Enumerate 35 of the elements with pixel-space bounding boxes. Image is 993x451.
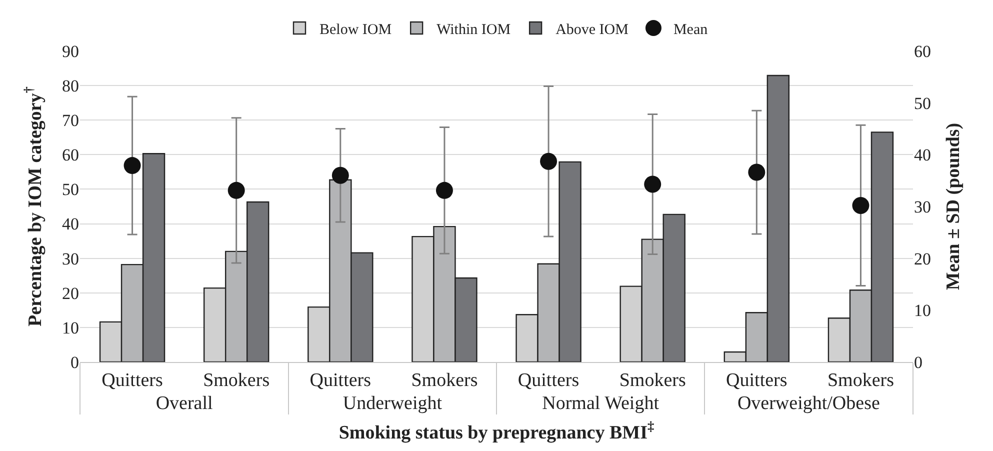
- text: Overall: [156, 392, 213, 414]
- text: Normal Weight: [542, 392, 660, 414]
- y-tick-label: 70: [62, 111, 79, 130]
- y2-tick-label: 20: [914, 249, 931, 268]
- y-tick-label: 20: [62, 284, 79, 303]
- text: Overweight/Obese: [737, 392, 880, 414]
- legend-label: Above IOM: [556, 22, 628, 38]
- x-tick-label: Quitters: [726, 370, 788, 391]
- y-tick-label: 0: [70, 352, 79, 372]
- y-tick-label: 80: [62, 76, 79, 96]
- y2-tick-label: 50: [914, 94, 931, 113]
- x-tick-label: Quitters: [518, 370, 580, 391]
- x-tick-label: Quitters: [310, 370, 372, 391]
- x-tick-label: Smokers: [827, 370, 894, 391]
- x-tick-label: Quitters: [102, 370, 163, 391]
- legend-label: Within IOM: [436, 22, 511, 38]
- y2-tick-label: 30: [914, 197, 931, 216]
- y2-tick-label: 0: [914, 352, 922, 372]
- x-axis-title: Smoking status by prepregnancy BMI$^{‡}$: [338, 418, 654, 444]
- legend-label: Mean: [673, 22, 708, 38]
- y2-axis-title: Mean ± SD (pounds): [942, 122, 964, 290]
- y2-tick-label: 60: [914, 42, 931, 61]
- y-tick-label: 30: [62, 249, 79, 268]
- x-tick-label: Smokers: [411, 370, 478, 391]
- text: Underweight: [342, 392, 443, 414]
- y2-tick-label: 10: [914, 301, 931, 320]
- y2-tick-label: 40: [914, 146, 931, 165]
- legend-label: Below IOM: [320, 22, 392, 38]
- y-tick-label: 90: [62, 42, 79, 61]
- x-tick-label: Smokers: [619, 370, 686, 391]
- y-tick-label: 50: [62, 180, 79, 200]
- y-tick-label: 10: [62, 318, 79, 338]
- y-tick-label: 60: [62, 146, 79, 165]
- y-tick-label: 40: [62, 214, 79, 234]
- x-tick-label: Smokers: [203, 370, 270, 391]
